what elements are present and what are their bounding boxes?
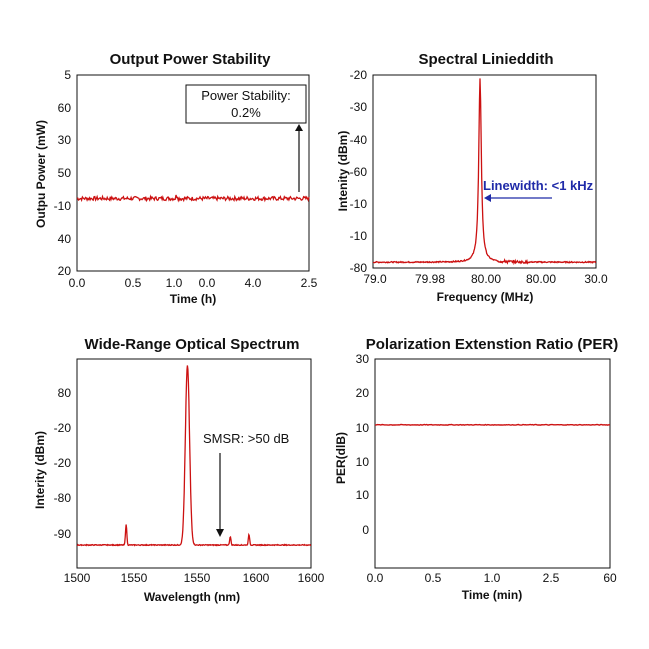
panel4-x-tick: 0.0 (367, 571, 384, 585)
panel3-x-tick: 1550 (121, 571, 148, 585)
panel3-x-axis-label: Wavelength (nm) (144, 590, 240, 604)
panel3-title: Wide-Range Optical Spectrum (85, 336, 300, 353)
panel1-annotation-box (185, 84, 307, 124)
panel4-y-tick: 10 (356, 455, 370, 469)
panel4-y-tick: 0 (362, 523, 369, 537)
panel4-x-tick: 1.0 (484, 571, 501, 585)
panel2-y-ticks: -20 -30 -40 -60 -10 -10 -80 (350, 68, 368, 275)
panel2-x-tick: 80.00 (471, 272, 501, 286)
panel3-y-tick: -90 (54, 527, 72, 541)
panel3-series-line (76, 365, 312, 547)
panel3-annotation-text: SMSR: >50 dB (203, 431, 289, 446)
panel3-y-tick: -80 (54, 491, 72, 505)
panel3-y-axis-label: Interity (dBm) (33, 431, 47, 509)
panel2-x-ticks: 79.0 79.98 80.00 80.00 30.0 (363, 272, 608, 286)
panel1-y-axis-label: Outpu Power (mW) (34, 120, 48, 228)
panel1-x-tick: 1.0 (166, 276, 183, 290)
panel1-y-tick: 50 (58, 166, 72, 180)
panel1-series-line (76, 194, 310, 203)
panel2-y-axis-label: Intenity (dBm) (336, 131, 350, 212)
panel2-y-tick: -40 (350, 133, 368, 147)
panel3-plot-frame (76, 358, 312, 569)
panel-spectral-linewidth: Spectral Linieddith 79.0 79.98 80.00 80.… (336, 51, 608, 304)
panel2-x-tick: 79.0 (363, 272, 387, 286)
panel3-annotation-arrowhead (216, 529, 224, 537)
panel4-x-tick: 2.5 (543, 571, 560, 585)
panel1-x-ticks: 0.0 0.5 1.0 0.0 4.0 2.5 (69, 276, 318, 290)
panel1-y-tick: 5 (64, 68, 71, 82)
panel4-y-tick: 20 (356, 386, 370, 400)
panel2-y-tick: -10 (350, 197, 368, 211)
panel4-plot-frame (374, 358, 611, 569)
panel1-x-tick: 0.5 (125, 276, 142, 290)
panel3-y-tick: -20 (54, 421, 72, 435)
panel2-annotation-text: Linewidth: <1 kHz (483, 178, 594, 193)
panel4-x-ticks: 0.0 0.5 1.0 2.5 60 (367, 571, 617, 585)
panel-output-power-stability: Output Power Stability 0.0 0.5 1.0 0.0 4… (34, 51, 318, 306)
panel2-y-tick: -80 (350, 261, 368, 275)
panel1-x-tick: 0.0 (69, 276, 86, 290)
panel2-y-tick: -30 (350, 100, 368, 114)
panel1-title: Output Power Stability (110, 51, 271, 68)
panel4-y-axis-label: PER(dlB) (334, 432, 348, 484)
panel1-y-tick: 20 (58, 264, 72, 278)
panel2-y-tick: -60 (350, 165, 368, 179)
panel2-x-tick: 80.00 (526, 272, 556, 286)
panel2-annotation-arrowhead (484, 194, 491, 202)
panel4-x-axis-label: Time (min) (462, 588, 522, 602)
panel1-x-tick: 4.0 (245, 276, 262, 290)
panel2-plot-frame (372, 74, 597, 269)
panel1-plot-frame (76, 74, 310, 272)
panel2-y-tick: -10 (350, 229, 368, 243)
panel4-x-tick: 0.5 (425, 571, 442, 585)
panel-wide-range-spectrum: Wide-Range Optical Spectrum 1500 1550 15… (33, 336, 325, 604)
panel4-y-tick: 10 (356, 421, 370, 435)
panel1-x-axis-label: Time (h) (170, 292, 216, 306)
panel2-x-axis-label: Frequency (MHz) (437, 290, 534, 304)
panel3-y-tick: 80 (58, 386, 72, 400)
panel-polarization-extinction-ratio: Polarization Extenstion Ratio (PER) 0.0 … (334, 336, 618, 602)
panel3-x-tick: 1500 (64, 571, 91, 585)
panel3-x-tick: 1550 (184, 571, 211, 585)
panel4-y-tick: 30 (356, 352, 370, 366)
panel4-y-ticks: 30 20 10 10 10 0 (356, 352, 370, 537)
panel4-x-tick: 60 (603, 571, 617, 585)
panel1-annotation-line-2: 0.2% (231, 105, 261, 120)
panel3-x-tick: 1600 (298, 571, 325, 585)
panel1-y-tick: 40 (58, 232, 72, 246)
panel1-annotation-line-1: Power Stability: (201, 88, 291, 103)
panel3-y-ticks: 80 -20 -20 -80 -90 (54, 386, 72, 541)
panel2-title: Spectral Linieddith (418, 51, 553, 68)
panel1-x-tick: 0.0 (199, 276, 216, 290)
panel1-x-tick: 2.5 (301, 276, 318, 290)
panel1-y-tick: -10 (54, 199, 72, 213)
panel4-y-tick: 10 (356, 488, 370, 502)
panel3-x-tick: 1600 (243, 571, 270, 585)
panel2-y-tick: -20 (350, 68, 368, 82)
panel4-series-line (374, 423, 610, 426)
panel4-title: Polarization Extenstion Ratio (PER) (366, 336, 619, 353)
panel1-annotation-arrowhead (295, 124, 303, 131)
panel2-x-tick: 79.98 (415, 272, 445, 286)
panel1-y-tick: 30 (58, 133, 72, 147)
panel2-series-line (372, 78, 597, 266)
panel3-x-ticks: 1500 1550 1550 1600 1600 (64, 571, 325, 585)
panel2-x-tick: 30.0 (584, 272, 608, 286)
panel3-y-tick: -20 (54, 456, 72, 470)
panel1-y-tick: 60 (58, 101, 72, 115)
panel1-y-ticks: 5 60 30 50 -10 40 20 (54, 68, 72, 278)
